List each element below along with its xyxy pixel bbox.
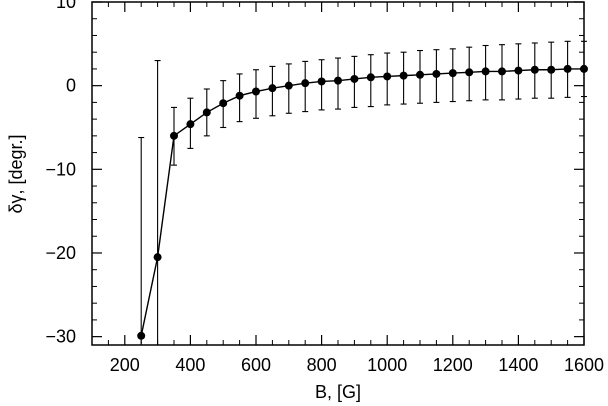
data-point	[317, 77, 326, 86]
x-tick-label: 1400	[498, 355, 538, 375]
plot-frame	[91, 1, 585, 346]
data-point	[252, 87, 260, 96]
data-point	[498, 67, 506, 76]
data-point	[563, 64, 572, 73]
data-point	[399, 71, 408, 80]
data-point	[350, 74, 359, 83]
y-tick-label: −30	[45, 327, 76, 347]
data-point	[301, 79, 310, 88]
data-point	[383, 72, 392, 81]
data-point	[202, 108, 211, 117]
series-line	[140, 68, 584, 336]
data-point	[186, 120, 195, 129]
label-layer: 200 400 600 800 1000 1200 1400 1600 −30 −20 −10 0 10	[45, 0, 604, 375]
x-tick-label: 600	[241, 355, 271, 375]
ticks-layer	[91, 1, 585, 345]
data-point	[514, 66, 523, 75]
data-point	[416, 70, 424, 79]
data-point	[268, 84, 277, 93]
data-point	[137, 331, 146, 340]
data-point	[432, 69, 441, 78]
data-point	[334, 76, 342, 85]
data-point	[219, 99, 228, 108]
x-tick-label: 200	[110, 355, 140, 375]
line-layer	[140, 68, 584, 336]
data-point	[284, 81, 293, 90]
x-tick-label: 1600	[564, 355, 604, 375]
x-tick-label: 1000	[367, 355, 407, 375]
x-tick-label: 400	[175, 355, 205, 375]
y-tick-label: 0	[66, 76, 76, 96]
x-tick-label: 800	[307, 355, 337, 375]
x-tick-label: 1200	[433, 355, 473, 375]
y-axis-title: δγ, [degr.]	[6, 134, 26, 213]
y-tick-label: −10	[45, 159, 76, 179]
y-tick-label: −20	[45, 243, 76, 263]
data-point	[366, 73, 375, 82]
data-point	[547, 65, 556, 74]
data-point	[170, 131, 178, 140]
point-layer	[137, 64, 588, 340]
data-point	[530, 65, 539, 74]
y-tick-label: 10	[56, 0, 76, 12]
data-point	[580, 64, 588, 73]
data-point	[153, 253, 162, 262]
x-axis-title: B, [G]	[315, 382, 361, 402]
data-point	[448, 69, 457, 78]
errorbar-layer	[138, 40, 587, 345]
data-point	[481, 67, 490, 76]
data-point	[465, 68, 474, 77]
data-point	[235, 91, 244, 100]
